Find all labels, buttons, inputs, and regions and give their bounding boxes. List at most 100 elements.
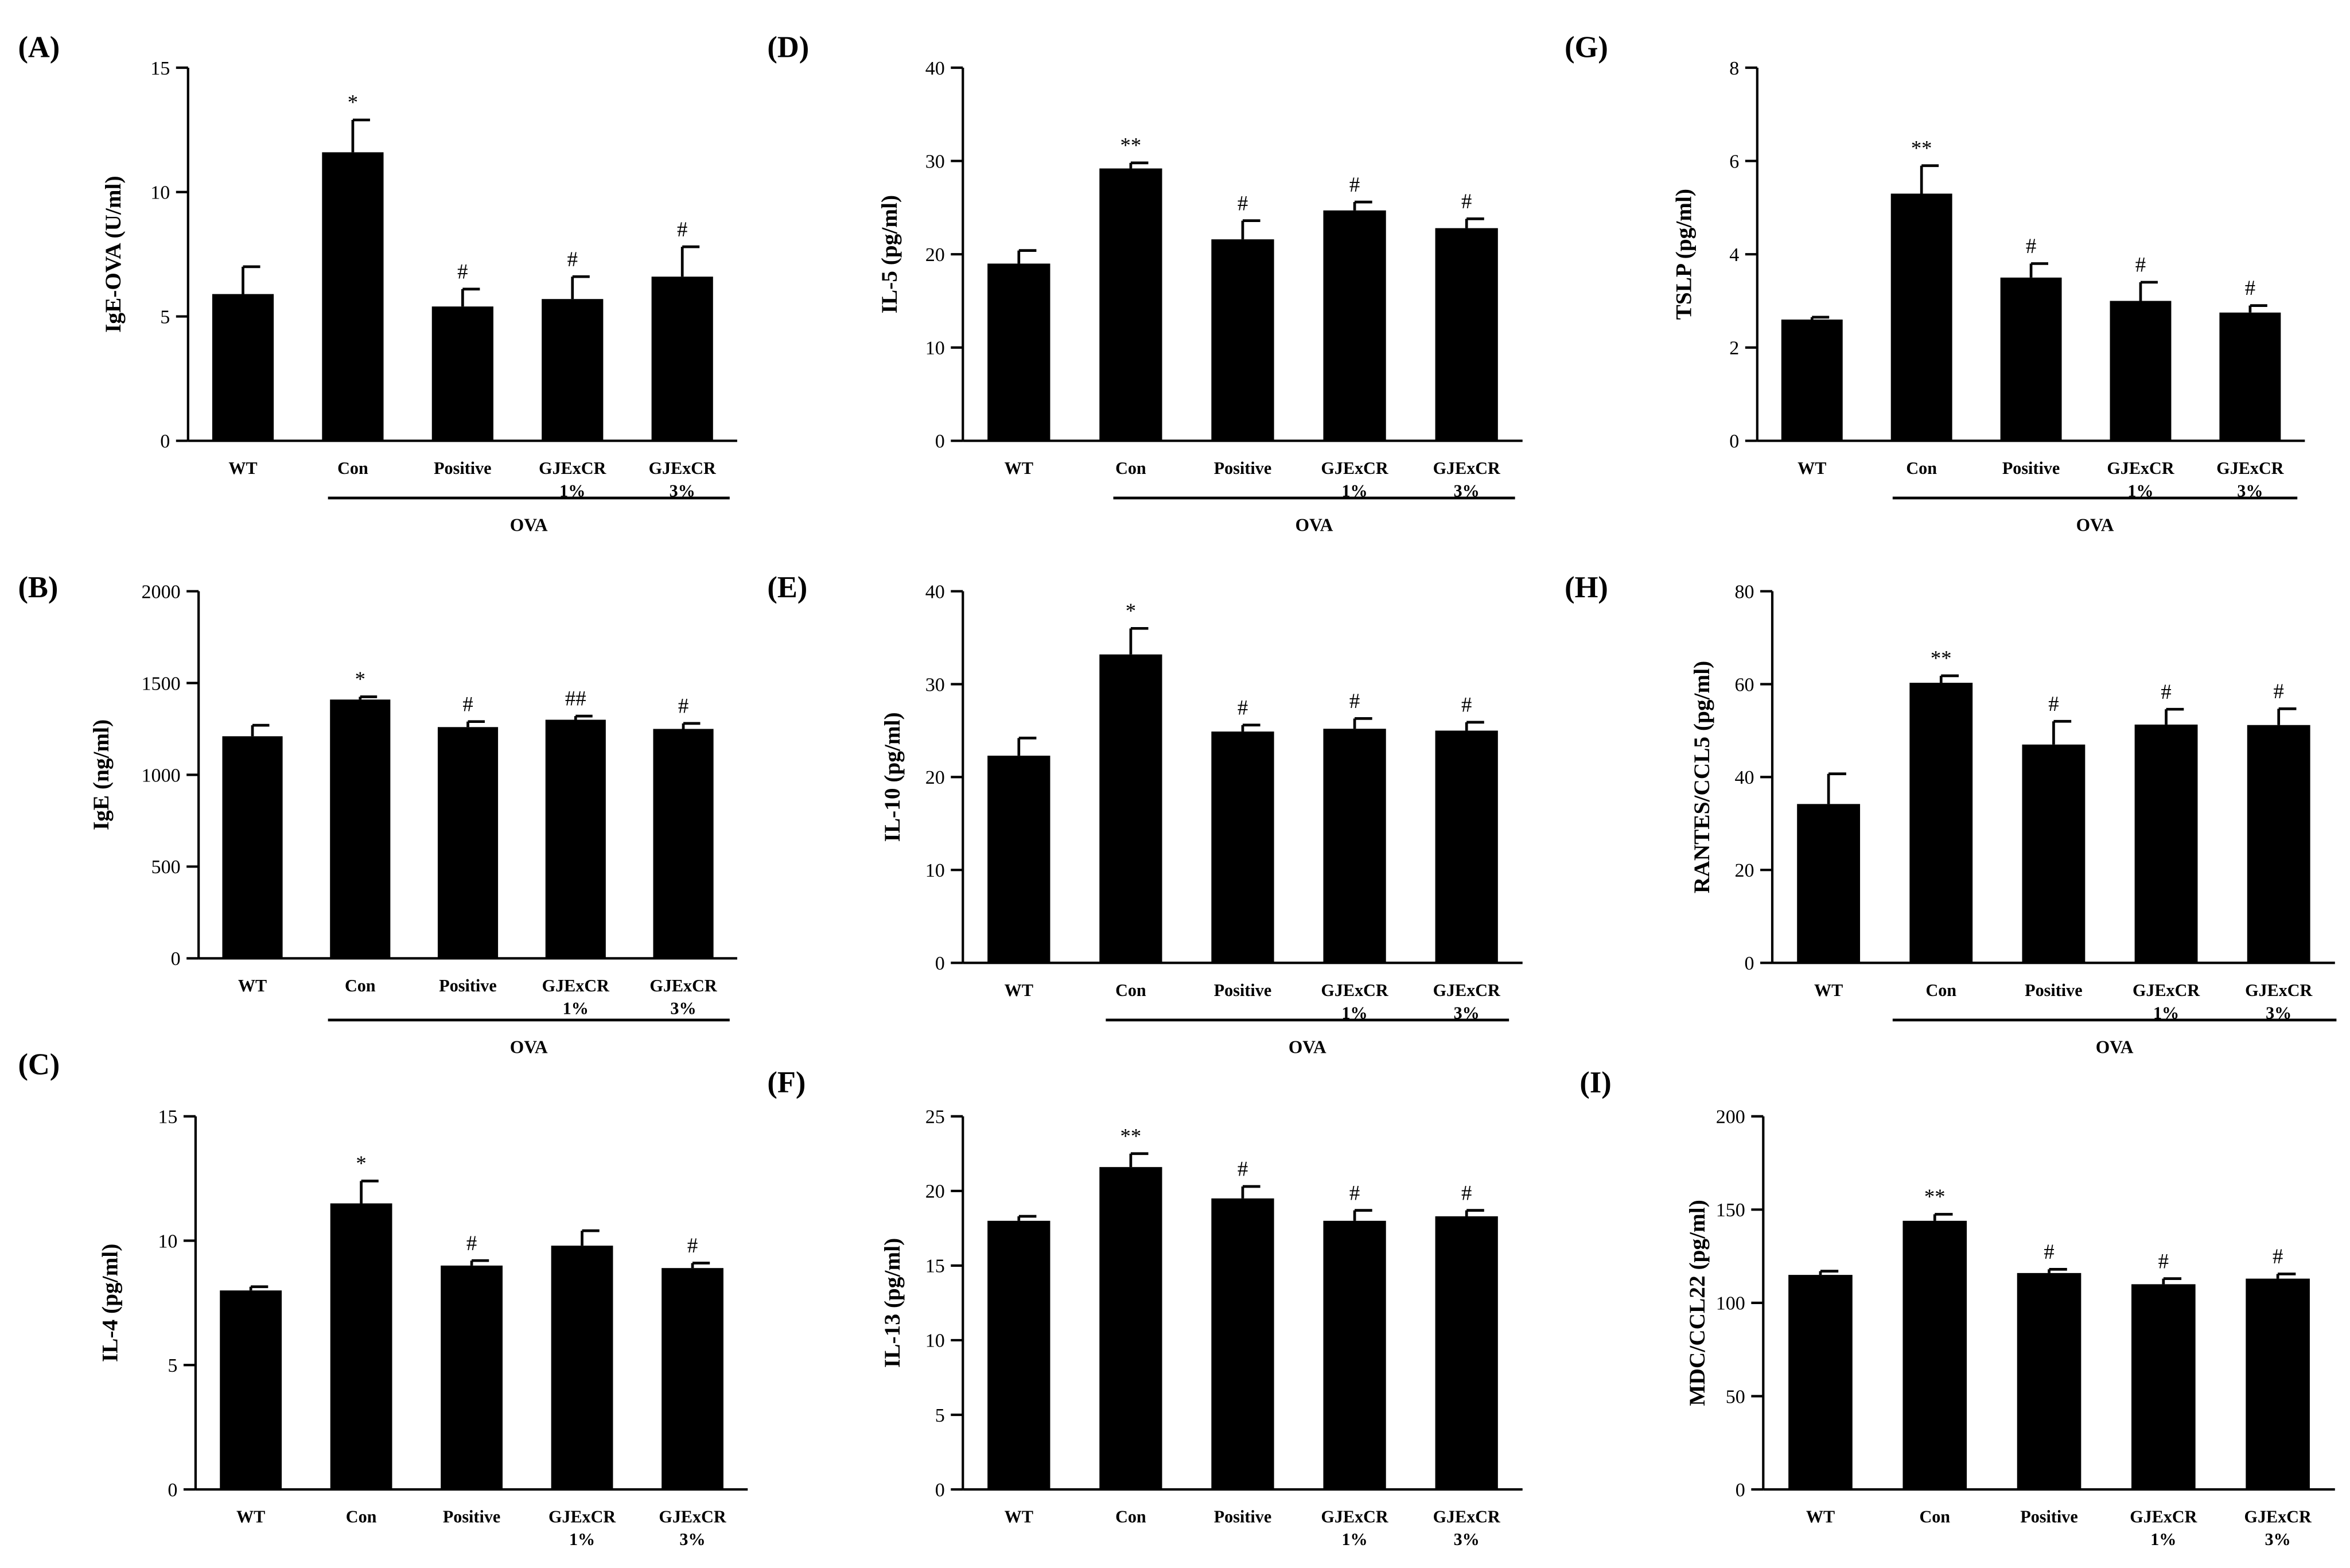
bar-3 [551, 1246, 613, 1490]
x-tick-label: GJExCR [548, 1507, 616, 1527]
significance-mark: # [2245, 276, 2255, 299]
panel-b: (B) 0 500 1000 1500 2000 IgE (ng/ml) WT * Con # Pos… [18, 571, 737, 1057]
bar-2 [437, 727, 499, 959]
y-tick-label: 200 [1716, 1107, 1745, 1128]
bar-1 [1902, 1220, 1967, 1490]
y-axis-label: IgE-OVA (U/ml) [100, 176, 126, 333]
x-tick-label: GJExCR [1321, 1507, 1388, 1527]
x-tick-label: 1% [569, 1530, 595, 1549]
bar-0 [987, 1220, 1051, 1490]
panel-label: (E) [767, 571, 807, 604]
y-tick-label: 0 [160, 431, 170, 452]
y-axis-label: TSLP (pg/ml) [1671, 189, 1696, 320]
y-axis-label: IL-10 (pg/ml) [880, 712, 905, 842]
bar-2 [441, 1265, 503, 1490]
bar-3 [2131, 1284, 2196, 1490]
x-tick-label: WT [236, 1507, 265, 1527]
group-label: OVA [1289, 1037, 1326, 1057]
panel-label: (C) [18, 1048, 60, 1081]
bar-3 [545, 719, 606, 959]
bar-1 [322, 152, 384, 441]
x-tick-label: WT [1005, 458, 1033, 478]
bar-4 [1435, 1216, 1498, 1490]
y-tick-label: 5 [160, 306, 170, 328]
x-tick-label: Positive [1214, 1507, 1271, 1527]
panel-label: (B) [18, 571, 58, 604]
bar-2 [431, 306, 493, 441]
x-tick-label: GJExCR [2130, 1507, 2197, 1527]
bar-4 [1435, 228, 1498, 441]
x-tick-label: GJExCR [1433, 458, 1501, 478]
y-tick-label: 8 [1729, 58, 1739, 79]
y-axis-label: IgE (ng/ml) [88, 719, 114, 830]
y-tick-label: 20 [925, 1181, 945, 1203]
significance-mark: ** [1120, 133, 1142, 157]
bar-0 [212, 294, 274, 441]
y-tick-label: 15 [158, 1107, 177, 1128]
x-tick-label: Positive [439, 976, 496, 995]
panel-label: (I) [1579, 1066, 1611, 1099]
x-tick-label: GJExCR [649, 976, 717, 995]
bar-3 [2134, 724, 2198, 963]
panel-label: (H) [1565, 571, 1608, 604]
panel-label: (F) [767, 1066, 806, 1099]
y-axis-label: IL-5 (pg/ml) [877, 195, 902, 313]
x-tick-label: Positive [2020, 1507, 2077, 1527]
y-tick-label: 10 [925, 860, 945, 881]
x-tick-label: WT [238, 976, 267, 995]
x-tick-label: Con [1115, 458, 1146, 478]
y-tick-label: 5 [168, 1355, 177, 1376]
panel-f: (F) 0 5 10 15 20 25 IL-13 (pg/ml) WT ** Con # Positi… [767, 1066, 1523, 1549]
bar-1 [330, 699, 391, 959]
bar-0 [987, 756, 1051, 963]
x-tick-label: 3% [670, 998, 696, 1018]
significance-mark: ** [1924, 1185, 1946, 1208]
y-tick-label: 30 [925, 151, 945, 172]
significance-mark: # [1349, 173, 1360, 196]
group-label: OVA [2096, 1037, 2134, 1057]
bar-3 [1323, 729, 1386, 963]
bar-4 [2246, 1278, 2310, 1490]
significance-mark: # [1238, 191, 1248, 215]
y-tick-label: 0 [171, 948, 181, 970]
bar-2 [1211, 239, 1274, 441]
significance-mark: # [1238, 1157, 1248, 1181]
bar-4 [653, 729, 714, 959]
bar-4 [2247, 725, 2310, 963]
y-tick-label: 10 [925, 338, 945, 359]
significance-mark: * [348, 91, 358, 114]
y-tick-label: 6 [1729, 151, 1739, 172]
y-tick-label: 10 [158, 1231, 177, 1252]
x-tick-label: Positive [1214, 981, 1271, 1000]
significance-mark: # [1461, 693, 1472, 717]
significance-mark: # [2158, 1249, 2169, 1273]
significance-mark: ** [1911, 136, 1932, 159]
panel-d: (D) 0 10 20 30 40 IL-5 (pg/ml) WT ** Con # Positive… [767, 31, 1523, 535]
x-tick-label: Con [1919, 1507, 1950, 1527]
x-tick-label: 1% [1341, 1530, 1367, 1549]
x-tick-label: Con [1115, 981, 1146, 1000]
y-tick-label: 0 [168, 1480, 177, 1501]
y-tick-label: 20 [925, 767, 945, 788]
group-label: OVA [510, 1037, 548, 1057]
y-tick-label: 10 [150, 182, 170, 204]
bar-0 [1788, 1275, 1853, 1490]
y-tick-label: 0 [1736, 1480, 1745, 1501]
x-tick-label: WT [1806, 1507, 1835, 1527]
y-tick-label: 2000 [142, 581, 181, 602]
x-tick-label: Con [337, 458, 368, 478]
significance-mark: # [2048, 692, 2059, 715]
x-tick-label: GJExCR [2133, 981, 2200, 1000]
y-tick-label: 80 [1734, 581, 1754, 602]
x-tick-label: GJExCR [2244, 1507, 2312, 1527]
x-tick-label: 3% [2265, 1530, 2291, 1549]
y-axis-label: MDC/CCL22 (pg/ml) [1684, 1200, 1710, 1406]
y-tick-label: 100 [1716, 1293, 1745, 1314]
x-tick-label: 1% [563, 998, 589, 1018]
significance-mark: # [1349, 689, 1360, 713]
y-axis-label: IL-4 (pg/ml) [98, 1244, 123, 1362]
y-tick-label: 15 [925, 1256, 945, 1277]
x-tick-label: WT [1005, 981, 1033, 1000]
bar-2 [2017, 1273, 2081, 1490]
